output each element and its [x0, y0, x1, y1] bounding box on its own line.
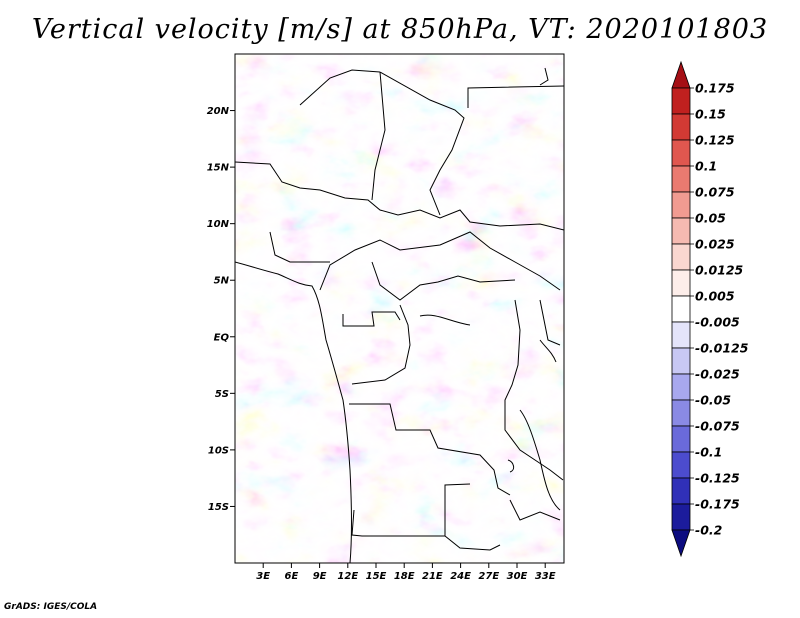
lon-tick-label: 9E [313, 571, 327, 582]
colorbar-label: 0.125 [695, 133, 735, 148]
colorbar-swatch [671, 87, 691, 115]
chart-title: Vertical velocity [m/s] at 850hPa, VT: 2… [31, 14, 769, 45]
colorbar-label: 0.005 [695, 289, 735, 304]
colorbar-swatch [671, 295, 691, 323]
coastline [539, 67, 549, 86]
lat-tick-label: 10N [207, 219, 230, 230]
colorbar-label: -0.175 [695, 497, 740, 512]
border-line [351, 304, 411, 385]
lon-tick-label: 33E [535, 571, 556, 582]
colorbar-swatch [671, 243, 691, 271]
lon-tick-label: 30E [507, 571, 528, 582]
border-line [371, 261, 516, 301]
colorbar-label: -0.05 [695, 393, 731, 408]
colorbar-swatch [671, 113, 691, 141]
border-line [379, 71, 465, 216]
colorbar-swatch [671, 347, 691, 375]
lon-tick-label: 24E [450, 571, 471, 582]
colorbar-label: 0.05 [695, 211, 726, 226]
border-line [371, 71, 386, 201]
lat-tick-label: 5N [214, 276, 230, 287]
colorbar-swatch [671, 269, 691, 297]
colorbar-label: -0.075 [695, 419, 740, 434]
lon-tick-label: 21E [422, 571, 443, 582]
colorbar-swatch [671, 373, 691, 401]
lake-outline [539, 339, 557, 363]
colorbar-swatch [671, 191, 691, 219]
lat-tick-label: 20N [207, 106, 230, 117]
border-line [342, 311, 401, 327]
lat-tick-label: 5S [215, 389, 229, 400]
country-borders [235, 67, 564, 563]
colorbar-label: 0.1 [695, 159, 717, 174]
colorbar-label: 0.175 [695, 81, 735, 96]
colorbar-label: 0.075 [695, 185, 735, 200]
colorbar-label: 0.15 [695, 107, 726, 122]
border-line [235, 161, 564, 231]
colorbar-swatch [671, 139, 691, 167]
border-line [509, 499, 561, 521]
colorbar-label: -0.125 [695, 471, 740, 486]
latitude-axis: 20N 15N 10N 5N EQ 5S 10S 15S [207, 106, 235, 513]
lat-tick-label: 15N [207, 163, 230, 174]
lake-outline [519, 409, 561, 511]
border-line [467, 85, 564, 108]
colorbar-swatch [671, 165, 691, 193]
vertical-velocity-field [235, 54, 564, 563]
colorbar-label: 0.0125 [695, 263, 744, 278]
lon-tick-label: 15E [366, 571, 387, 582]
colorbar-arrow-top [671, 60, 691, 89]
border-line [539, 299, 561, 346]
lake-outline [419, 314, 471, 326]
border-line [299, 69, 381, 106]
lat-tick-label: 15S [208, 502, 229, 513]
colorbar-label: -0.1 [695, 445, 722, 460]
lon-tick-label: 6E [285, 571, 299, 582]
lon-tick-label: 3E [256, 571, 270, 582]
colorbar-swatch [671, 425, 691, 453]
coastline [235, 261, 352, 563]
border-line [444, 483, 471, 536]
border-line [504, 299, 564, 481]
colorbar: 0.175 0.15 0.125 0.1 0.075 0.05 0.025 0.0125 0.0… [671, 60, 749, 558]
colorbar-label: -0.0125 [695, 341, 749, 356]
lake-outline [507, 459, 515, 473]
longitude-axis: 3E 6E 9E 12E 15E 18E 21E 24E 27E 30E 33E [256, 563, 556, 582]
lon-tick-label: 12E [337, 571, 358, 582]
grads-credit: GrADS: IGES/COLA [4, 602, 98, 612]
colorbar-swatch [671, 217, 691, 245]
colorbar-swatch [671, 321, 691, 349]
lat-tick-label: 10S [208, 445, 229, 456]
colorbar-swatch [671, 399, 691, 427]
colorbar-label: -0.005 [695, 315, 740, 330]
colorbar-label: 0.025 [695, 237, 735, 252]
colorbar-swatch [671, 451, 691, 479]
lat-tick-label: EQ [214, 332, 230, 343]
border-line [349, 403, 511, 496]
lon-tick-label: 18E [394, 571, 415, 582]
colorbar-swatch [671, 477, 691, 505]
lon-tick-label: 27E [478, 571, 499, 582]
colorbar-swatch [671, 503, 691, 531]
colorbar-label: -0.2 [695, 523, 722, 538]
map-frame [234, 53, 565, 564]
border-line [269, 231, 330, 263]
colorbar-label: -0.025 [695, 367, 740, 382]
colorbar-arrow-bottom [671, 529, 691, 558]
border-line [319, 231, 561, 291]
